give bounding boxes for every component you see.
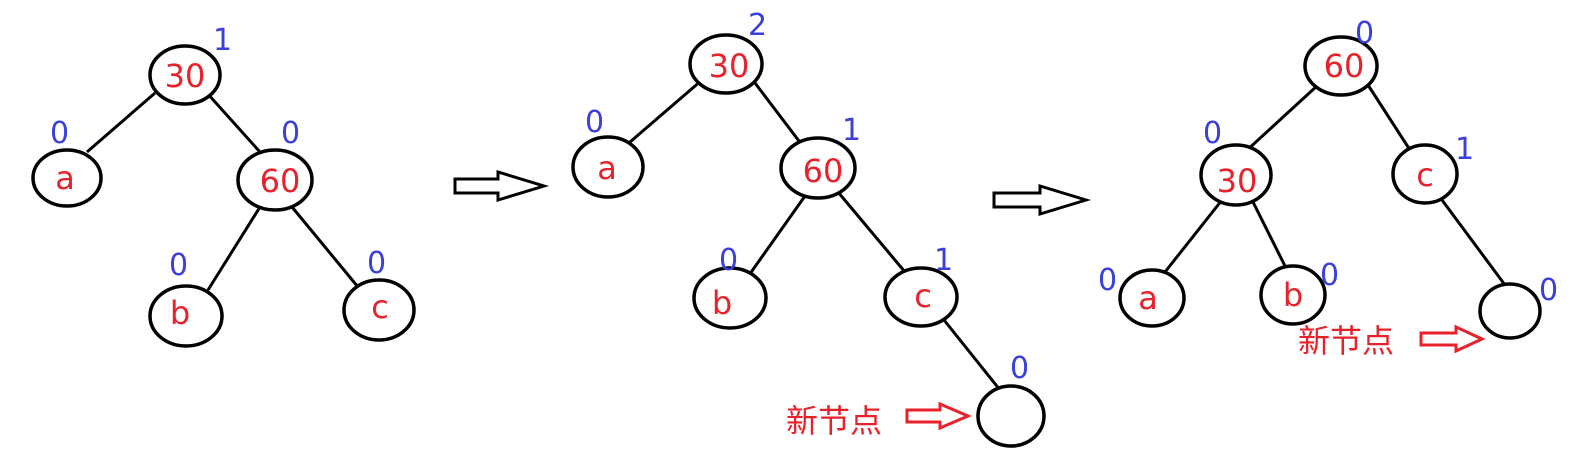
node-a: a 0	[31, 116, 103, 208]
node-label-30: 30	[1217, 162, 1258, 200]
node-label-60: 60	[1324, 47, 1365, 85]
node-60: 60 0	[236, 116, 314, 212]
edge-30-a	[86, 91, 156, 154]
node-label-c: c	[914, 277, 932, 315]
edge-c-new	[1440, 199, 1507, 286]
tree-after-insert: 30 2 a 0 60 1 b 0 c 1 0 新节点	[571, 8, 1046, 448]
tree-initial: 30 1 a 0 60 0 b 0 c 0	[31, 23, 416, 348]
balance-factor-60: 1	[842, 113, 861, 148]
edge-30-a	[629, 78, 703, 144]
node-label-b: b	[712, 284, 732, 322]
node-30: 30 2	[688, 8, 767, 95]
step-arrow-2	[992, 183, 1092, 217]
tree-after-rotation: 60 0 30 0 c 1 a 0 b 0 0 新节点	[1098, 16, 1558, 360]
node-c: c 1	[883, 243, 959, 328]
node-label-c: c	[1416, 156, 1434, 194]
step-arrow-1	[453, 169, 550, 203]
balance-factor-c: 1	[1455, 132, 1474, 167]
edge-60-c	[1366, 84, 1412, 151]
balance-factor-60: 0	[1355, 16, 1374, 51]
node-label-30: 30	[709, 47, 750, 85]
balance-factor-60: 0	[281, 116, 300, 151]
new-node-pointer-arrow	[905, 401, 972, 431]
node-b: b 0	[148, 248, 224, 348]
edge-60-c	[290, 206, 360, 288]
balance-factor-new: 0	[1539, 273, 1558, 308]
node-label-a: a	[1138, 279, 1158, 317]
node-label-a: a	[55, 159, 75, 197]
edge-60-b	[206, 206, 262, 291]
balance-factor-c: 0	[367, 246, 386, 281]
node-label-b: b	[1283, 276, 1303, 314]
balance-factor-b: 0	[719, 243, 738, 278]
edge-30-b	[1250, 199, 1287, 267]
balance-factor-b: 0	[169, 248, 188, 283]
edge-30-a	[1163, 199, 1224, 273]
balance-factor-a: 0	[585, 105, 604, 140]
node-30: 30 1	[148, 23, 232, 106]
balance-factor-30: 2	[748, 8, 767, 43]
node-30: 30 0	[1199, 116, 1273, 207]
node-c: c 0	[342, 246, 416, 342]
node-label-60: 60	[803, 152, 844, 190]
node-label-60: 60	[260, 162, 301, 200]
edge-30-60	[205, 91, 262, 154]
balance-factor-30: 1	[213, 23, 232, 58]
node-c: c 1	[1391, 132, 1474, 205]
new-node-annotation: 新节点	[1298, 322, 1394, 360]
balance-factor-a: 0	[50, 116, 69, 151]
node-label-a: a	[597, 149, 617, 187]
balance-factor-c: 1	[934, 243, 953, 278]
balance-factor-new: 0	[1010, 351, 1029, 386]
edge-60-b	[745, 195, 807, 279]
node-label-30: 30	[165, 57, 206, 95]
node-b: b 0	[692, 243, 768, 330]
edge-c-new	[942, 319, 1002, 391]
node-60: 60 1	[779, 113, 861, 200]
new-node-pointer-arrow	[1419, 324, 1486, 354]
node-60: 60 0	[1303, 16, 1379, 97]
edge-60-c	[836, 191, 907, 273]
node-b: b 0	[1259, 258, 1339, 326]
balance-factor-a: 0	[1098, 263, 1117, 298]
node-label-c: c	[371, 288, 389, 326]
node-label-b: b	[170, 294, 190, 332]
node-new: 0	[1478, 273, 1558, 340]
node-new: 0	[976, 351, 1046, 448]
node-a: a 0	[1098, 263, 1186, 328]
edge-60-30	[1243, 83, 1320, 154]
balance-factor-30: 0	[1203, 116, 1222, 151]
node-a: a 0	[571, 105, 645, 199]
balance-factor-b: 0	[1320, 258, 1339, 293]
edge-30-60	[753, 82, 804, 146]
new-node-annotation: 新节点	[786, 402, 882, 440]
